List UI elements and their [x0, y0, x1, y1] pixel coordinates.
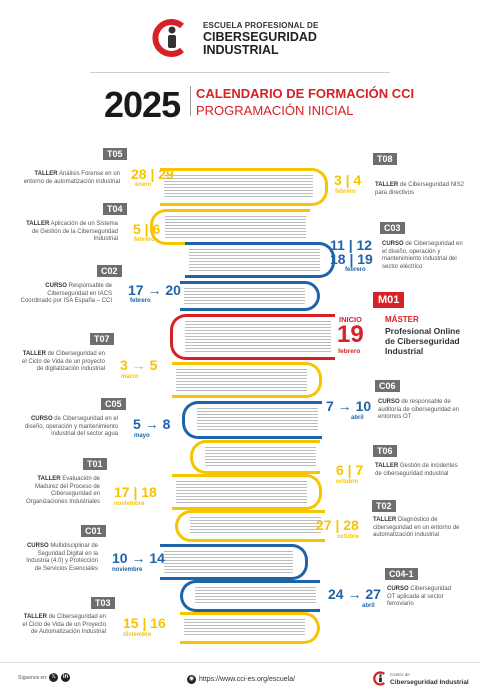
date-c02: 17 → 20: [128, 282, 181, 298]
book-c03: [185, 242, 335, 278]
desc-t05: TALLER Análisis Forense en un entorno de…: [23, 171, 120, 185]
book-t07: [172, 362, 322, 398]
desc-t07: TALLER de Ciberseguridad en el Ciclo de …: [22, 351, 105, 372]
month-t02: octubre: [337, 534, 360, 540]
x-icon[interactable]: 𝕏: [49, 673, 58, 682]
month-m01: febrero: [338, 348, 361, 355]
date-t07: 3 → 5: [120, 357, 158, 373]
prefix-m01: INICIO: [339, 315, 362, 324]
book-t04: [150, 209, 310, 245]
date-t04: 5 | 6: [133, 221, 161, 237]
title-divider: [190, 86, 191, 116]
tag-t06: T06: [373, 445, 397, 457]
month-t08: febrero: [335, 189, 356, 195]
date-m01: 19: [337, 321, 364, 348]
tag-c05: C05: [101, 398, 126, 410]
book-t06: [190, 440, 320, 474]
type-m01: MÁSTER: [385, 315, 419, 324]
date-t01: 17 | 18: [114, 484, 157, 500]
page-title: CALENDARIO DE FORMACIÓN CCI: [196, 86, 415, 101]
date-c03: 11 | 12: [330, 237, 373, 253]
tag-c03: C03: [380, 222, 405, 234]
month-c03: febrero: [345, 267, 366, 273]
month-t07: marzo: [121, 374, 139, 380]
book-t02: [175, 510, 325, 542]
org-line3: INDUSTRIAL: [203, 43, 279, 57]
date-c06: 7 → 10: [326, 398, 372, 414]
footer-logo-icon: [373, 671, 385, 686]
desc-c05: CURSO de Ciberseguridad en el diseño, op…: [24, 416, 118, 437]
website-link[interactable]: https://www.cci-es.org/escuela/: [199, 676, 296, 683]
tag-t07: T07: [90, 333, 114, 345]
footer-follow-label: Síguenos en:: [18, 675, 48, 681]
book-c06-c05: [182, 401, 322, 439]
page-subtitle: PROGRAMACIÓN INICIAL: [196, 103, 354, 118]
year: 2025: [104, 84, 181, 125]
tag-t05: T05: [103, 148, 127, 160]
book-t05-t08: [160, 168, 328, 206]
org-line2: CIBERSEGURIDAD: [203, 30, 317, 44]
tag-c02: C02: [97, 265, 122, 277]
desc-c06: CURSO de responsable de auditoría de cib…: [378, 399, 460, 420]
book-c02: [180, 281, 320, 311]
desc-m01: Profesional Online de Ciberseguridad Ind…: [385, 326, 461, 356]
footer-divider: [0, 662, 480, 663]
book-c04: [180, 580, 320, 612]
month-t04: febrero: [134, 237, 155, 243]
book-t03: [180, 612, 320, 644]
month-c01: noviembre: [112, 567, 143, 573]
tag-t04: T04: [103, 203, 127, 215]
footer-logo-line2: Ciberseguridad Industrial: [390, 679, 469, 686]
desc-t08: TALLER de Ciberseguridad NIS2 para direc…: [375, 182, 464, 196]
desc-t01: TALLER Evaluación de Madurez del Proceso…: [25, 476, 100, 505]
desc-c01: CURSO Multidisciplinar de Seguridad Digi…: [26, 543, 98, 572]
desc-c04: CURSO Ciberseguridad OT aplicada al sect…: [387, 586, 452, 607]
footer-logo-line1: Centro de: [390, 672, 410, 677]
tag-t03: T03: [91, 597, 115, 609]
desc-t04: TALLER Aplicación de un Sistema de Gesti…: [26, 221, 118, 242]
month-t05: enero: [135, 182, 152, 188]
tag-c06: C06: [375, 380, 400, 392]
date-t05: 28 | 29: [131, 166, 174, 182]
desc-t03: TALLER de Ciberseguridad en el Ciclo de …: [22, 614, 106, 635]
date-t02: 27 | 28: [316, 517, 359, 533]
desc-c03: CURSO de Ciberseguridad en el diseño, op…: [382, 241, 463, 270]
desc-t02: TALLER Diagnóstico de ciberseguridad en …: [373, 517, 460, 538]
date-c05: 5 → 8: [133, 416, 171, 432]
tag-t01: T01: [83, 458, 107, 470]
school-logo-icon: [152, 19, 184, 57]
month-c06: abril: [351, 415, 364, 421]
linkedin-icon[interactable]: in: [61, 673, 70, 682]
tag-c04: C04-1: [385, 568, 418, 580]
org-line1: ESCUELA PROFESIONAL DE: [203, 21, 319, 30]
globe-icon: ◉: [187, 675, 196, 684]
date-c04: 24 → 27: [328, 586, 381, 602]
date-t06: 6 | 7: [336, 462, 364, 478]
tag-t08: T08: [373, 153, 397, 165]
org-name: CIBERSEGURIDAD INDUSTRIAL: [203, 31, 317, 57]
desc-t06: TALLER Gestión de incidentes de ciberseg…: [375, 463, 458, 477]
date-c01: 10 → 14: [112, 550, 165, 566]
date-t08: 3 | 4: [334, 172, 362, 188]
month-c02: febrero: [130, 298, 151, 304]
date2-c03: 18 | 19: [330, 251, 373, 267]
desc-c02: CURSO Responsable de Ciberseguridad en I…: [20, 283, 112, 304]
tag-t02: T02: [372, 500, 396, 512]
month-c04: abril: [362, 603, 375, 609]
month-c05: mayo: [134, 433, 150, 439]
month-t01: noviembre: [114, 501, 145, 507]
header-divider: [90, 72, 390, 73]
month-t06: octubre: [336, 479, 359, 485]
date-t03: 15 | 16: [123, 615, 166, 631]
book-c01: [160, 544, 308, 580]
tag-m01: M01: [373, 292, 405, 308]
book-t01: [172, 474, 322, 510]
tag-c01: C01: [81, 525, 106, 537]
month-t03: diciembre: [123, 632, 152, 638]
book-m01: [170, 314, 335, 360]
